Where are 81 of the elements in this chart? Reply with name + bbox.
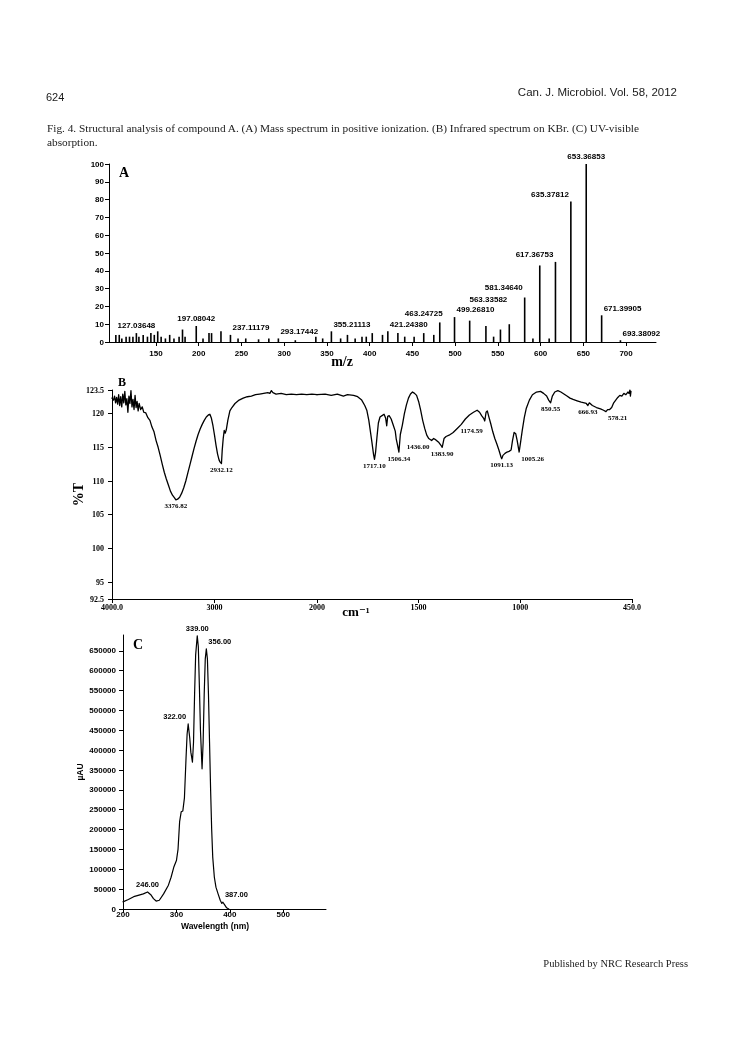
chart-title: B: [118, 375, 127, 389]
y-tick-label: 115: [92, 442, 104, 452]
annotation: 293.17442: [280, 326, 319, 336]
x-tick-label: 3000: [206, 602, 223, 612]
text: Can. J. Microbiol. Vol. 58, 2012: [517, 86, 677, 100]
x-tick-label: 250: [234, 348, 249, 358]
x-tick-label: 1000: [512, 602, 529, 612]
annotation: 635.37812: [531, 189, 570, 199]
x-tick-label: 2000: [309, 602, 325, 612]
y-tick-label: 150000: [89, 844, 117, 854]
x-tick-label: 150: [149, 348, 164, 358]
y-tick-label: 300000: [89, 785, 117, 795]
x-tick-label: 1500: [410, 602, 427, 612]
y-tick-label: 250000: [89, 805, 117, 815]
x-axis-title: Wavelength (nm): [180, 921, 250, 931]
y-tick-label: 90: [95, 177, 105, 187]
y-tick-label: 0: [99, 337, 105, 347]
y-tick-label: 110: [92, 476, 104, 486]
y-tick-label: 120: [92, 409, 104, 419]
y-tick-label: 600000: [89, 666, 117, 676]
y-tick-label: 40: [95, 266, 105, 276]
y-tick-label: 200000: [89, 825, 117, 835]
y-tick-label: 100000: [89, 864, 117, 874]
y-tick-label: 350000: [89, 765, 117, 775]
y-tick-label: 30: [95, 284, 105, 294]
annotation: 617.36753: [515, 250, 555, 260]
y-tick-label: 60: [95, 230, 105, 240]
y-tick-label: 500000: [89, 705, 117, 715]
x-tick-label: 350: [320, 348, 335, 358]
x-tick-label: 500: [448, 348, 463, 358]
y-tick-label: 450000: [89, 725, 117, 735]
x-axis-title: cm⁻¹: [342, 603, 370, 619]
y-tick-label: 10: [95, 319, 105, 329]
annotation: 463.24725: [404, 309, 444, 319]
y-tick-label: 80: [95, 195, 105, 205]
annotation: 499.26810: [456, 305, 495, 315]
y-axis-title: µAU: [75, 763, 85, 781]
y-tick-label: 123.5: [86, 385, 104, 395]
y-tick-label: 50: [95, 248, 105, 258]
y-tick-label: 50000: [93, 884, 117, 894]
x-tick-label: 550: [491, 348, 506, 358]
x-tick-label: 300: [277, 348, 292, 358]
annotation: 671.39905: [603, 303, 643, 313]
x-tick-label: 4000.0: [101, 602, 123, 612]
y-tick-label: 650000: [89, 646, 117, 656]
annotation: 653.36853: [567, 152, 606, 162]
y-tick-label: 100: [92, 543, 104, 553]
x-tick-label: 650: [576, 348, 591, 358]
x-tick-label: 450: [405, 348, 420, 358]
y-tick-label: 70: [95, 212, 105, 222]
x-tick-label: 500: [276, 909, 291, 919]
text: Published by NRC Research Press: [543, 958, 688, 971]
y-axis-title: %T: [70, 482, 86, 507]
x-tick-label: 300: [169, 909, 184, 919]
annotation: 421.24380: [389, 319, 429, 329]
x-tick-label: 700: [619, 348, 634, 358]
y-tick-label: 105: [92, 510, 104, 520]
caption: Fig. 4. Structural analysis of compound A. (A) Mass spectrum in positive ionization. (B) Infrared spectrum on KBr. (C) UV-visible absorption.: [47, 122, 640, 150]
x-tick-label: 200: [192, 348, 206, 358]
y-tick-label: 100: [90, 159, 105, 169]
x-tick-label: 400: [223, 909, 238, 919]
y-tick-label: 0: [111, 904, 117, 914]
x-tick-label: 450.0: [623, 602, 641, 612]
y-tick-label: 400000: [89, 745, 117, 755]
y-tick-label: 20: [95, 301, 105, 311]
y-tick-label: 95: [96, 577, 104, 587]
annotation: 563.33582: [469, 294, 508, 304]
annotation: 237.11179: [232, 323, 270, 333]
annotation: 127.03648: [117, 321, 156, 331]
x-tick-label: 200: [116, 909, 131, 919]
text: 624: [46, 91, 65, 105]
y-tick-label: 550000: [89, 686, 117, 696]
chart-title: A: [119, 164, 130, 180]
x-tick-label: 600: [533, 348, 548, 358]
annotation: 355.21113: [333, 319, 371, 329]
chart-title: C: [133, 636, 144, 652]
annotation: 581.34640: [484, 282, 524, 292]
x-tick-label: 400: [363, 348, 377, 358]
annotation: 197.08042: [177, 314, 216, 324]
y-tick-label: 92.5: [90, 594, 104, 604]
annotation: 693.38092: [622, 328, 661, 338]
